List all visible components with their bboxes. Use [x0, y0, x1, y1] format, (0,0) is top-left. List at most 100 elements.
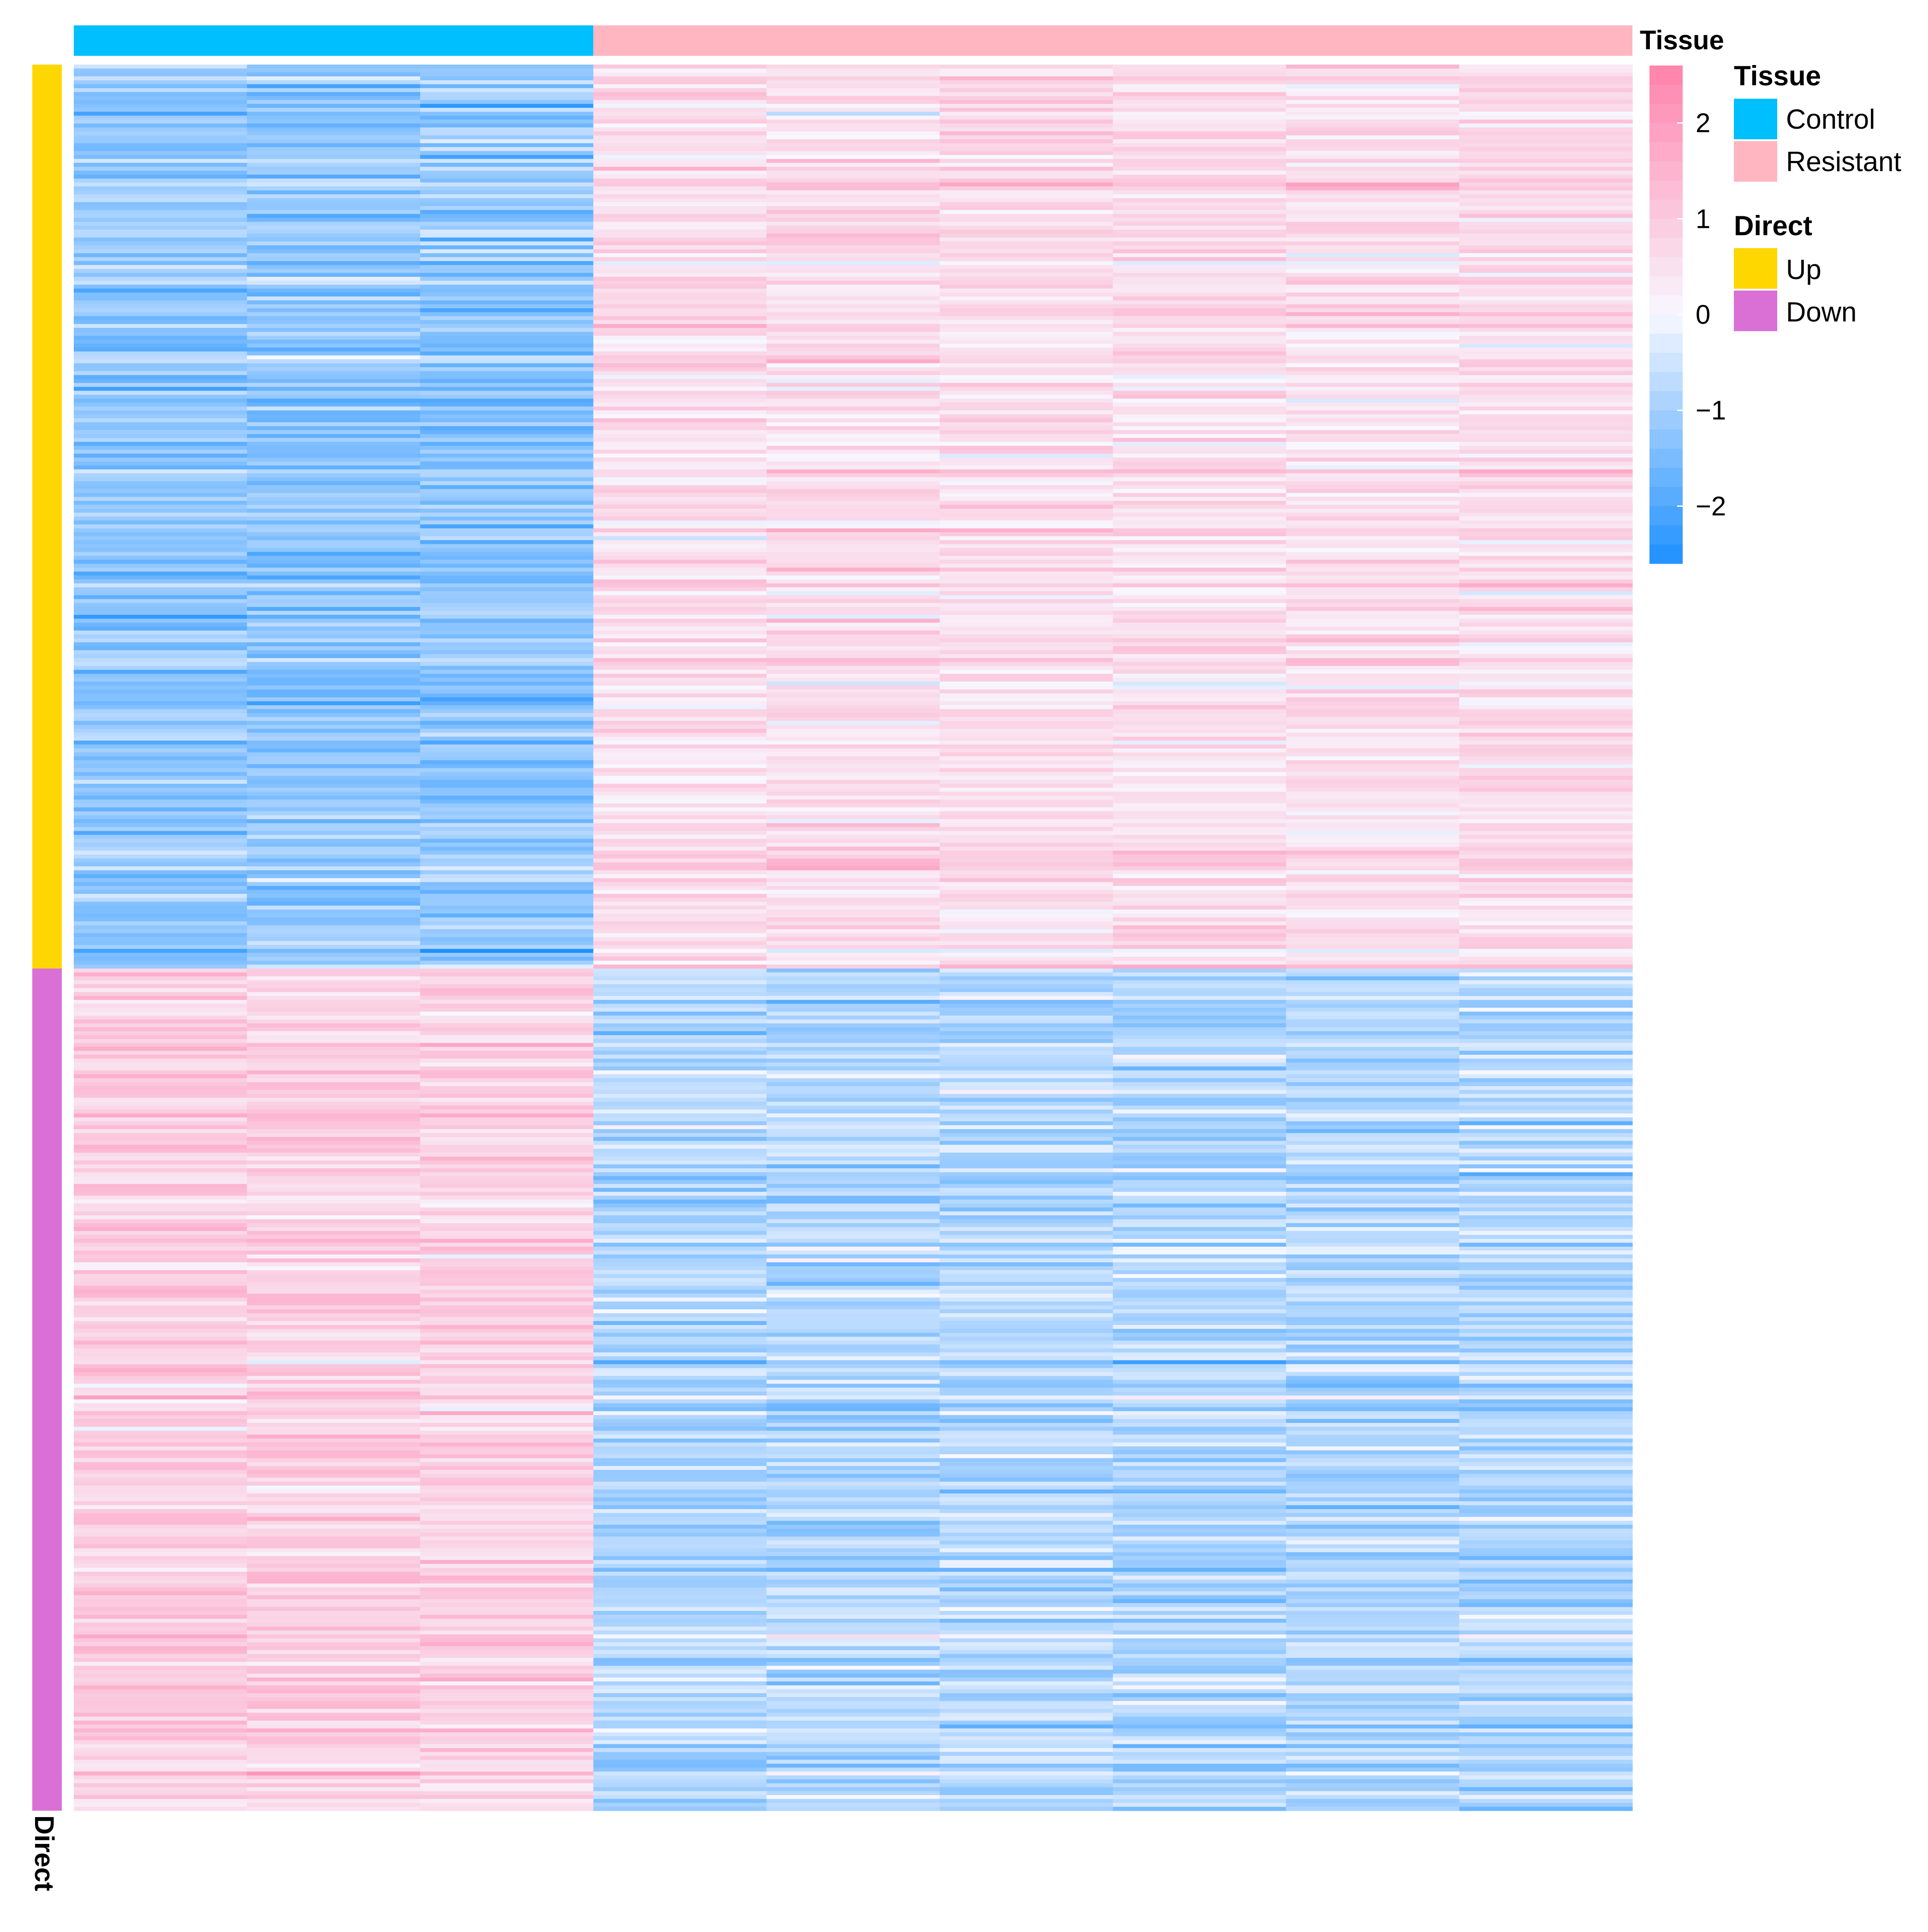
heatmap-cell — [1286, 1148, 1460, 1153]
heatmap-cell — [766, 638, 940, 643]
heatmap-cell — [1286, 237, 1460, 242]
heatmap-cell — [1113, 1090, 1287, 1094]
heatmap-cell — [420, 1623, 594, 1627]
heatmap-cell — [74, 1650, 248, 1654]
heatmap-cell — [593, 347, 767, 352]
heatmap-cell — [593, 811, 767, 816]
heatmap-cell — [247, 300, 421, 305]
heatmap-cell — [593, 1285, 767, 1290]
heatmap-cell — [1459, 92, 1633, 96]
heatmap-cell — [766, 1799, 940, 1803]
heatmap-cell — [593, 1078, 767, 1082]
heatmap-cell — [74, 1670, 248, 1674]
heatmap-cell — [247, 1282, 421, 1286]
heatmap-cell — [1459, 999, 1633, 1005]
heatmap-cell — [1113, 1109, 1287, 1114]
heatmap-cell — [1459, 611, 1633, 615]
heatmap-cell — [1113, 371, 1287, 375]
heatmap-cell — [420, 292, 594, 297]
color-scale-step — [1649, 180, 1683, 200]
heatmap-cell — [1113, 681, 1287, 686]
heatmap-cell — [593, 1431, 767, 1435]
heatmap-cell — [74, 80, 248, 85]
heatmap-cell — [74, 1215, 248, 1220]
heatmap-cell — [1286, 115, 1460, 120]
heatmap-cell — [766, 1192, 940, 1196]
heatmap-cell — [247, 324, 421, 328]
heatmap-cell — [1286, 1301, 1460, 1306]
heatmap-cell — [766, 1638, 940, 1643]
heatmap-cell — [593, 796, 767, 800]
heatmap-cell — [593, 265, 767, 269]
heatmap-cell — [247, 1787, 421, 1792]
heatmap-cell — [1286, 1121, 1460, 1126]
heatmap-cell — [939, 1419, 1113, 1423]
heatmap-cell — [420, 1525, 594, 1529]
heatmap-cell — [593, 799, 767, 804]
heatmap-cell — [74, 587, 248, 592]
heatmap-cell — [1459, 1145, 1633, 1149]
heatmap-cell — [1459, 1481, 1633, 1486]
heatmap-cell — [247, 729, 421, 733]
heatmap-cell — [247, 1329, 421, 1333]
heatmap-cell — [766, 76, 940, 81]
heatmap-cell — [420, 1137, 594, 1141]
heatmap-cell — [420, 1297, 594, 1302]
heatmap-cell — [593, 489, 767, 493]
heatmap-cell — [1459, 811, 1633, 816]
heatmap-cell — [593, 1599, 767, 1604]
heatmap-cell — [1286, 894, 1460, 898]
heatmap-cell — [593, 791, 767, 796]
heatmap-cell — [1459, 1611, 1633, 1615]
heatmap-cell — [939, 721, 1113, 725]
heatmap-cell — [593, 1752, 767, 1756]
heatmap-cell — [420, 1470, 594, 1474]
heatmap-cell — [247, 190, 421, 195]
heatmap-cell — [74, 1634, 248, 1639]
heatmap-cell — [247, 351, 421, 356]
heatmap-cell — [1113, 186, 1287, 191]
heatmap-cell — [593, 186, 767, 191]
heatmap-cell — [74, 1368, 248, 1373]
heatmap-cell — [766, 1505, 940, 1510]
heatmap-cell — [74, 1513, 248, 1517]
heatmap-cell — [1286, 493, 1460, 497]
heatmap-cell — [1459, 1705, 1633, 1709]
heatmap-cell — [766, 327, 940, 333]
heatmap-cell — [1113, 202, 1287, 207]
heatmap-cell — [939, 1607, 1113, 1611]
heatmap-cell — [247, 147, 421, 152]
color-scale-step — [1649, 544, 1683, 564]
heatmap-cell — [1459, 151, 1633, 155]
heatmap-cell — [1459, 1525, 1633, 1529]
heatmap-cell — [766, 1563, 940, 1569]
heatmap-cell — [247, 1250, 421, 1255]
heatmap-cell — [939, 536, 1113, 541]
heatmap-cell — [247, 1066, 421, 1071]
heatmap-cell — [1459, 72, 1633, 77]
heatmap-cell — [766, 1423, 940, 1427]
heatmap-cell — [766, 752, 940, 757]
heatmap-cell — [593, 972, 767, 977]
heatmap-cell — [1113, 1121, 1287, 1126]
heatmap-cell — [593, 68, 767, 73]
heatmap-cell — [1286, 999, 1460, 1005]
heatmap-cell — [939, 689, 1113, 694]
heatmap-cell — [766, 779, 940, 785]
heatmap-cell — [1459, 886, 1633, 891]
heatmap-cell — [74, 147, 248, 152]
heatmap-cell — [1113, 257, 1287, 262]
heatmap-cell — [766, 878, 940, 883]
heatmap-cell — [247, 1031, 421, 1035]
heatmap-cell — [247, 375, 421, 380]
heatmap-cell — [766, 1372, 940, 1376]
heatmap-cell — [1286, 1415, 1460, 1420]
heatmap-cell — [1459, 673, 1633, 678]
heatmap-cell — [939, 799, 1113, 804]
heatmap-cell — [74, 796, 248, 800]
heatmap-cell — [1286, 552, 1460, 556]
heatmap-cell — [1286, 1086, 1460, 1090]
heatmap-cell — [766, 1642, 940, 1647]
heatmap-cell — [74, 1423, 248, 1427]
heatmap-cell — [766, 1188, 940, 1192]
